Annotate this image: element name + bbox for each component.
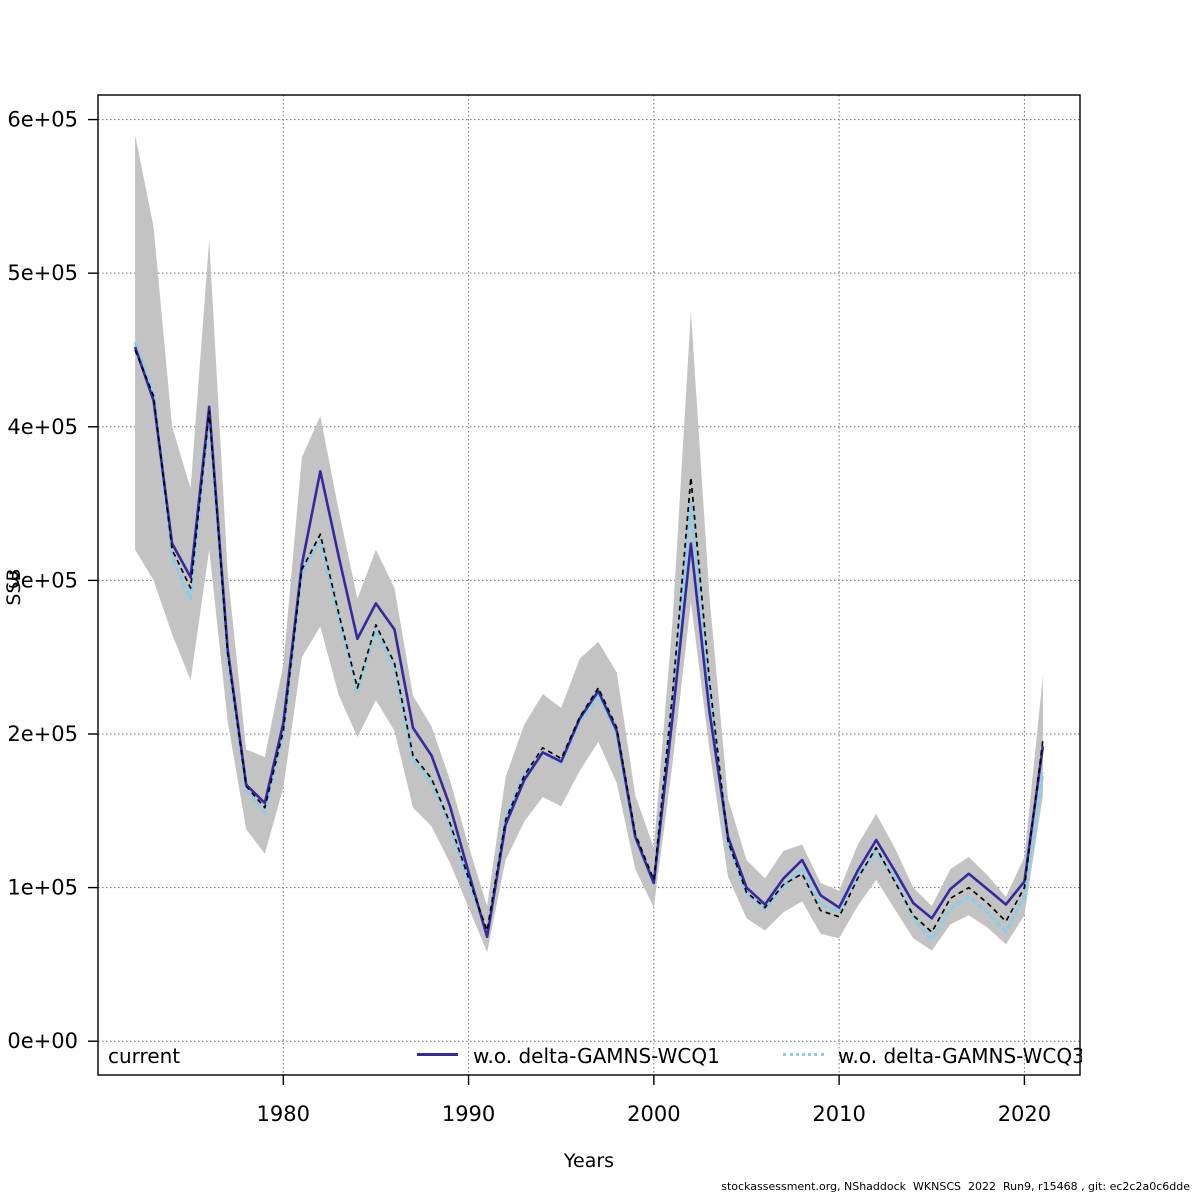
x-tick-label: 1990 — [442, 1102, 495, 1126]
x-tick-label: 2000 — [627, 1102, 680, 1126]
run-info-footer: stockassessment.org, NShaddock WKNSCS 20… — [721, 1180, 1190, 1193]
x-tick-label: 1980 — [257, 1102, 310, 1126]
legend-label-current: current — [108, 1044, 181, 1068]
legend-label-wcq3: w.o. delta-GAMNS-WCQ3 — [838, 1044, 1082, 1068]
series-line-current — [134, 349, 1044, 933]
y-tick-label: 3e+05 — [7, 568, 78, 592]
legend-line-wcq1 — [417, 1053, 458, 1056]
x-tick-label: 2020 — [998, 1102, 1051, 1126]
y-tick-label: 4e+05 — [7, 415, 78, 439]
plot-border — [97, 94, 1081, 1076]
y-tick-label: 6e+05 — [7, 108, 78, 132]
confidence-band — [135, 134, 1043, 953]
legend-line-wcq3 — [783, 1053, 824, 1056]
x-tick-label: 2010 — [812, 1102, 865, 1126]
y-tick-label: 1e+05 — [7, 876, 78, 900]
y-tick-label: 2e+05 — [7, 722, 78, 746]
legend-label-wcq1: w.o. delta-GAMNS-WCQ1 — [473, 1044, 720, 1068]
y-tick-label: 5e+05 — [7, 261, 78, 285]
y-tick-label: 0e+00 — [7, 1029, 78, 1053]
x-axis-title: Years — [563, 1150, 615, 1172]
series-line-wcq3 — [133, 341, 1045, 942]
series-line-wcq1 — [133, 346, 1045, 939]
y-axis-title: SSB — [3, 568, 25, 606]
legend-label-wcq3-clip: w.o. delta-GAMNS-WCQ3 — [838, 1044, 1082, 1068]
